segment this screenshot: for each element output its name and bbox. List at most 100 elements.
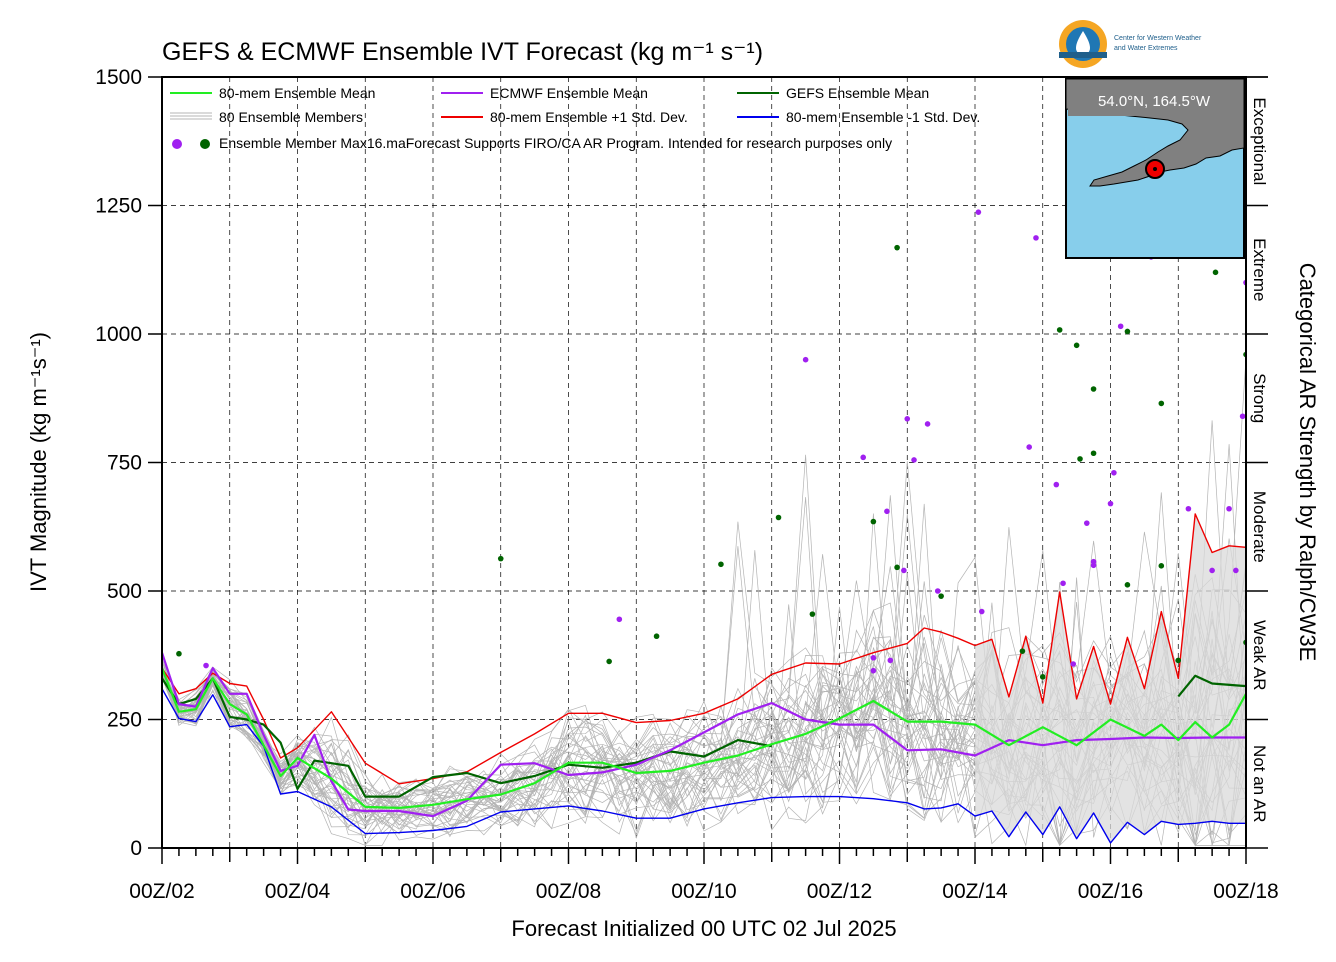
gefs-max-point bbox=[1039, 674, 1046, 680]
inset-map-label-bg bbox=[1068, 80, 1242, 116]
legend-label-members: 80 Ensemble Members bbox=[219, 109, 363, 125]
y-tick-label: 0 bbox=[130, 837, 142, 860]
gefs-max-point bbox=[1175, 657, 1182, 664]
gefs-max-point bbox=[1158, 400, 1165, 407]
ecmwf-max-point bbox=[978, 608, 985, 615]
x-axis-label: Forecast Initialized 00 UTC 02 Jul 2025 bbox=[511, 916, 896, 941]
legend-label-max-text: Ensemble Member Max bbox=[219, 135, 367, 151]
water-drop-icon bbox=[1076, 31, 1090, 55]
location-marker-center bbox=[1153, 167, 1157, 171]
ar-category-label: Exceptional bbox=[1250, 97, 1269, 185]
legend-label-minus-sd: 80-mem Ensemble -1 Std. Dev. bbox=[786, 109, 980, 125]
y-tick-label: 1250 bbox=[95, 195, 142, 218]
gefs-max-point bbox=[1090, 386, 1097, 392]
ecmwf-max-point bbox=[934, 588, 941, 594]
ensemble-member-line bbox=[162, 671, 1246, 847]
ecmwf-max-point bbox=[911, 457, 917, 463]
series-line-ecmwf-mean bbox=[162, 652, 1246, 818]
legend-label-max: Ensemble Member Max16.maForecast Support… bbox=[219, 135, 892, 151]
chart-title: GEFS & ECMWF Ensemble IVT Forecast (kg m… bbox=[162, 38, 763, 66]
ecmwf-max-point bbox=[1111, 469, 1117, 476]
ecmwf-max-point bbox=[924, 421, 931, 427]
legend-label-plus-sd: 80-mem Ensemble +1 Std. Dev. bbox=[490, 109, 688, 125]
ecmwf-max-point bbox=[1026, 444, 1032, 450]
gefs-max-point bbox=[938, 593, 944, 599]
gefs-max-point bbox=[1158, 563, 1165, 569]
gefs-max-point bbox=[606, 658, 612, 665]
ecmwf-max-point bbox=[203, 662, 209, 669]
ecmwf-max-point bbox=[904, 416, 911, 422]
y-tick-label: 1000 bbox=[95, 323, 142, 346]
logo-text-line1: Center for Western Weather bbox=[1114, 35, 1202, 42]
ecmwf-max-point bbox=[1090, 562, 1097, 569]
ecmwf-max-point bbox=[1107, 500, 1114, 507]
gefs-max-point bbox=[653, 633, 660, 640]
ecmwf-max-point bbox=[887, 657, 894, 664]
series-line-minus-sd bbox=[162, 688, 1246, 844]
gefs-max-point bbox=[176, 650, 182, 657]
gefs-max-point bbox=[1124, 328, 1131, 335]
x-tick-label: 00Z/12 bbox=[807, 880, 872, 903]
spread-band bbox=[975, 513, 1246, 843]
gefs-max-point bbox=[1073, 342, 1080, 349]
gefs-max-point bbox=[775, 514, 782, 521]
x-tick-label: 00Z/04 bbox=[265, 880, 331, 903]
legend: 80-mem Ensemble Mean ECMWF Ensemble Mean… bbox=[170, 85, 980, 151]
max-points bbox=[176, 205, 1246, 680]
ecmwf-max-point bbox=[1033, 235, 1039, 241]
grid-lines bbox=[162, 77, 1246, 848]
ecmwf-max-point bbox=[1117, 323, 1124, 330]
legend-swatch-ecmwf-max bbox=[172, 139, 182, 149]
spread-band-fill bbox=[975, 513, 1246, 843]
ecmwf-max-point bbox=[975, 209, 982, 215]
ar-category-labels: Not an AR Weak AR Moderate Strong Extreme Exc… bbox=[1250, 97, 1269, 822]
ecmwf-max-point bbox=[884, 508, 890, 515]
gefs-max-point bbox=[1090, 450, 1097, 457]
axis-tick-labels: 00Z/02 00Z/04 00Z/06 00Z/08 00Z/10 00Z/12 00Z/… bbox=[95, 66, 1278, 903]
ecmwf-max-point bbox=[1070, 661, 1077, 667]
legend-label-gefs-mean: GEFS Ensemble Mean bbox=[786, 85, 929, 101]
series-line-plus-sd bbox=[162, 513, 1246, 785]
y-tick-label: 1500 bbox=[95, 66, 142, 89]
series-line-gefs-mean bbox=[162, 674, 1246, 798]
ar-category-label: Moderate bbox=[1250, 491, 1269, 563]
ecmwf-max-point bbox=[1083, 520, 1090, 526]
legend-note: 16.maForecast Supports FIRO/CA AR Progra… bbox=[367, 135, 892, 151]
gefs-max-point bbox=[894, 564, 900, 571]
gefs-max-point bbox=[809, 611, 816, 617]
x-tick-label: 00Z/02 bbox=[129, 880, 194, 903]
logo-text-line2: and Water Extremes bbox=[1114, 45, 1178, 52]
ecmwf-max-point bbox=[1239, 413, 1246, 420]
ecmwf-max-point bbox=[1185, 505, 1192, 512]
cw3e-logo: Center for Western Weather and Water Ext… bbox=[1059, 20, 1202, 68]
y-tick-label: 750 bbox=[107, 452, 142, 475]
legend-label-ens-mean: 80-mem Ensemble Mean bbox=[219, 85, 375, 101]
x-tick-label: 00Z/18 bbox=[1213, 880, 1278, 903]
ecmwf-max-point bbox=[1053, 481, 1060, 488]
ecmwf-max-point bbox=[802, 356, 809, 363]
x-tick-label: 00Z/08 bbox=[536, 880, 601, 903]
ecmwf-max-point bbox=[1060, 580, 1066, 587]
series-lines bbox=[162, 513, 1246, 844]
gefs-max-point bbox=[1124, 582, 1131, 588]
ecmwf-max-point bbox=[1209, 567, 1215, 574]
ecmwf-max-point bbox=[1226, 505, 1232, 512]
x-tick-label: 00Z/06 bbox=[400, 880, 465, 903]
ensemble-member-line bbox=[162, 503, 1246, 846]
ecmwf-max-point bbox=[860, 454, 867, 461]
gefs-max-point bbox=[870, 518, 877, 525]
ecmwf-max-point bbox=[870, 667, 877, 674]
inset-map: 54.0°N, 164.5°W bbox=[1065, 77, 1245, 259]
axis-ticks bbox=[148, 76, 1268, 864]
x-tick-label: 00Z/10 bbox=[671, 880, 736, 903]
gefs-max-point bbox=[1077, 456, 1083, 462]
x-tick-label: 00Z/14 bbox=[942, 880, 1008, 903]
right-axis-label: Categorical AR Strength by Ralph/CW3E bbox=[1295, 263, 1320, 662]
ecmwf-max-point bbox=[1233, 567, 1239, 574]
gefs-max-point bbox=[1019, 648, 1026, 654]
series-line-ens-mean bbox=[162, 667, 1246, 809]
y-tick-label: 250 bbox=[107, 709, 142, 732]
gefs-max-point bbox=[1056, 327, 1063, 333]
gefs-max-point bbox=[894, 244, 900, 251]
